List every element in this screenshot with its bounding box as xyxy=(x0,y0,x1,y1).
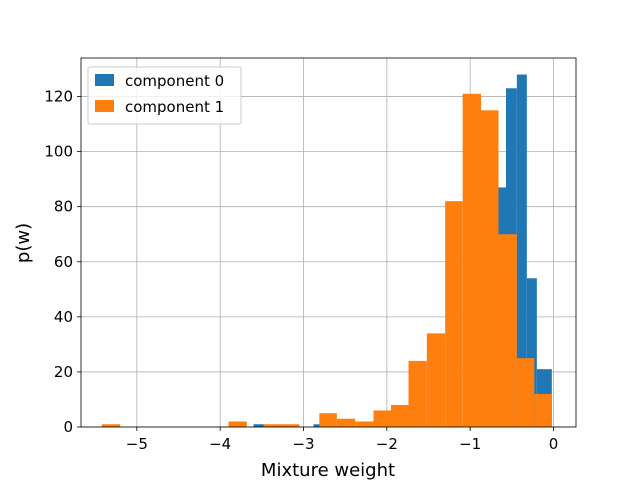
x-tick-label: −5 xyxy=(126,435,148,453)
y-tick-label: 100 xyxy=(44,143,73,161)
histogram-bar-component-1 xyxy=(498,234,517,427)
y-tick-label: 0 xyxy=(63,418,73,436)
legend-swatch-component-1 xyxy=(95,100,114,112)
histogram-bar-component-1 xyxy=(391,404,409,427)
histogram-bar-component-1 xyxy=(101,424,121,427)
x-tick-label: −4 xyxy=(209,435,231,453)
y-tick-label: 120 xyxy=(44,88,73,106)
x-tick-label: 0 xyxy=(549,435,559,453)
legend-label-component-1: component 1 xyxy=(125,98,224,116)
histogram-bar-component-1 xyxy=(462,93,481,427)
histogram-bar-component-1 xyxy=(228,421,247,427)
axis-ticks: −5 −4 −3 −2 −1 0 0 20 40 60 80 100 120 xyxy=(44,88,558,453)
histogram-bars xyxy=(101,74,552,427)
histogram-bar-component-1 xyxy=(263,424,300,427)
histogram-bar-component-1 xyxy=(355,421,374,427)
histogram-bar-component-1 xyxy=(319,413,337,427)
y-tick-label: 20 xyxy=(54,363,73,381)
histogram-bar-component-1 xyxy=(481,110,499,427)
x-tick-label: −3 xyxy=(292,435,314,453)
x-axis-label: Mixture weight xyxy=(261,460,395,480)
histogram-bar-component-0 xyxy=(253,424,264,427)
histogram-bar-component-1 xyxy=(426,333,446,427)
legend: component 0 component 1 xyxy=(87,66,242,125)
histogram-bar-component-0 xyxy=(526,278,537,427)
legend-swatch-component-0 xyxy=(95,74,114,86)
y-tick-label: 80 xyxy=(54,198,73,216)
histogram-bar-component-1 xyxy=(373,410,391,427)
legend-box xyxy=(87,66,242,125)
histogram-bar-component-1 xyxy=(516,358,535,427)
legend-label-component-0: component 0 xyxy=(125,72,224,90)
y-tick-label: 40 xyxy=(54,308,73,326)
y-tick-label: 60 xyxy=(54,253,73,271)
histogram-bar-component-0 xyxy=(516,74,527,427)
plot-frame xyxy=(80,57,577,428)
x-tick-label: −2 xyxy=(376,435,398,453)
histogram-bar-component-0 xyxy=(313,424,324,427)
histogram-bar-component-1 xyxy=(534,393,552,427)
x-tick-label: −1 xyxy=(459,435,481,453)
histogram-bar-component-1 xyxy=(445,201,463,427)
histogram-bar-component-1 xyxy=(408,360,427,427)
histogram-bar-component-1 xyxy=(336,418,356,427)
y-axis-label: p(w) xyxy=(13,223,34,263)
